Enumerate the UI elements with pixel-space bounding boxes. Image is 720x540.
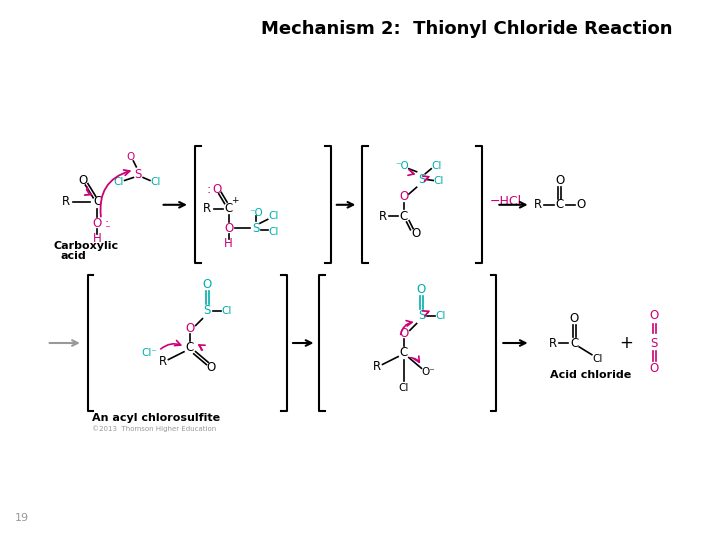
- Text: H: H: [93, 232, 102, 245]
- Text: Cl: Cl: [269, 212, 279, 221]
- Text: O: O: [126, 152, 135, 162]
- Text: S: S: [204, 305, 211, 318]
- Text: :: :: [104, 217, 109, 230]
- Text: S: S: [252, 221, 260, 235]
- Text: Acid chloride: Acid chloride: [550, 370, 631, 380]
- Text: Cl: Cl: [399, 383, 409, 393]
- Text: R: R: [62, 195, 71, 208]
- Text: R: R: [203, 202, 212, 215]
- Text: Cl: Cl: [269, 227, 279, 237]
- Text: Cl: Cl: [114, 178, 124, 187]
- Text: Cl⁻: Cl⁻: [141, 348, 157, 357]
- Text: C: C: [556, 198, 564, 211]
- Text: O: O: [577, 198, 586, 211]
- Text: Cl: Cl: [436, 310, 446, 321]
- Text: +: +: [619, 334, 633, 352]
- Text: 19: 19: [14, 513, 29, 523]
- Text: O: O: [400, 327, 408, 340]
- Text: O: O: [185, 322, 194, 335]
- Text: R: R: [534, 198, 542, 211]
- Text: O: O: [93, 217, 102, 230]
- Text: C: C: [186, 341, 194, 354]
- Text: O: O: [417, 283, 426, 296]
- Text: S: S: [135, 168, 142, 181]
- Text: O: O: [203, 278, 212, 291]
- Text: An acyl chlorosulfite: An acyl chlorosulfite: [92, 413, 220, 423]
- Text: S: S: [650, 336, 658, 349]
- Text: Cl: Cl: [434, 177, 444, 186]
- Text: C: C: [400, 210, 408, 223]
- Text: C: C: [570, 336, 578, 349]
- Text: H: H: [225, 237, 233, 250]
- Text: ⁻O: ⁻O: [395, 161, 409, 171]
- Text: −HCl: −HCl: [490, 195, 522, 208]
- Text: Cl: Cl: [222, 306, 232, 316]
- Text: C: C: [225, 202, 233, 215]
- Text: Cl: Cl: [593, 354, 603, 363]
- Text: O: O: [649, 362, 659, 375]
- Text: R: R: [379, 210, 387, 223]
- Text: Cl: Cl: [150, 178, 161, 187]
- Text: O: O: [207, 361, 216, 374]
- Text: Mechanism 2:  Thionyl Chloride Reaction: Mechanism 2: Thionyl Chloride Reaction: [261, 19, 673, 38]
- Text: :: :: [206, 183, 210, 195]
- Text: C: C: [400, 346, 408, 359]
- Text: ©2013  Thomson Higher Education: ©2013 Thomson Higher Education: [92, 426, 217, 432]
- Text: +: +: [231, 197, 238, 205]
- Text: S: S: [418, 173, 426, 186]
- Text: O: O: [570, 312, 579, 325]
- Text: C: C: [93, 195, 102, 208]
- Text: S: S: [418, 309, 426, 322]
- Text: .: .: [107, 217, 111, 230]
- Text: O: O: [224, 221, 233, 235]
- Text: O: O: [555, 174, 564, 187]
- Text: O: O: [400, 191, 408, 204]
- Text: O: O: [212, 183, 222, 195]
- Text: Cl: Cl: [432, 161, 442, 171]
- Text: R: R: [373, 360, 381, 373]
- Text: R: R: [549, 336, 557, 349]
- Text: O: O: [649, 309, 659, 322]
- Text: O: O: [411, 227, 420, 240]
- Text: acid: acid: [60, 252, 86, 261]
- Text: Carboxylic: Carboxylic: [53, 241, 119, 251]
- Text: O⁻: O⁻: [421, 367, 435, 377]
- Text: R: R: [158, 355, 166, 368]
- Text: O: O: [78, 174, 87, 187]
- Text: ⁻O: ⁻O: [249, 207, 263, 218]
